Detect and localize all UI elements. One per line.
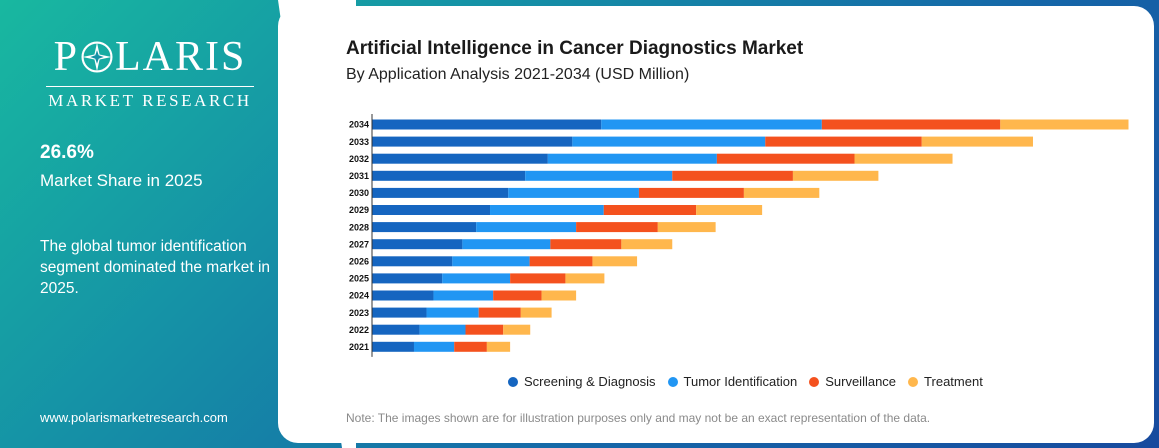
bar-2034-series-2 [821,119,1001,130]
bar-2029-series-1 [490,205,604,215]
legend-dot-icon [667,376,678,387]
bar-2028-series-2 [576,222,658,233]
bar-2034-series-0 [372,119,602,130]
y-tick-label-2026: 2026 [349,257,369,267]
bar-2027-series-2 [550,239,622,250]
bar-2029-series-0 [372,205,491,215]
segment-description: The global tumor identification segment … [40,238,271,297]
left-panel: P LARIS MARKET RESEARCH 26.6% Market Sha… [0,0,300,448]
legend-label: Tumor Identification [683,374,798,389]
y-tick-label-2021: 2021 [349,342,369,352]
bar-2031-series-0 [372,170,526,181]
bar-2024-series-2 [493,290,542,301]
bar-2033-series-2 [765,136,922,147]
legend-label: Screening & Diagnosis [524,374,656,389]
y-tick-label-2027: 2027 [349,239,369,249]
y-tick-label-2025: 2025 [349,274,369,284]
chart-legend: Screening & Diagnosis Tumor Identificatio… [508,374,995,389]
market-share-label: Market Share in 2025 [40,171,203,190]
y-tick-label-2024: 2024 [349,291,369,301]
logo-letters-laris: LARIS [115,34,247,80]
bar-2023-series-3 [520,307,552,318]
legend-dot-icon [908,376,919,387]
bar-2027-series-1 [462,239,551,250]
bar-2021-series-1 [413,341,455,352]
bar-2032-series-1 [547,153,717,164]
bar-2031-series-3 [792,170,879,181]
bar-2023-series-2 [478,307,521,318]
y-tick-label-2023: 2023 [349,308,369,318]
bar-2032-series-3 [854,153,953,164]
bar-2030-series-1 [508,187,639,198]
bar-2026-series-1 [452,256,530,267]
y-tick-label-2034: 2034 [349,120,369,130]
bar-2022-series-2 [465,324,504,335]
bar-2032-series-2 [716,153,855,164]
bar-2032-series-0 [372,153,548,164]
legend-item-2: Surveillance [809,374,896,389]
y-tick-label-2030: 2030 [349,188,369,198]
bar-2021-series-0 [372,341,414,352]
compass-star-icon [81,41,113,73]
bar-2022-series-0 [372,324,420,335]
stacked-bar-chart: 2034 2033 2032 2031 2030 2029 2028 2027 2026 2025… [349,114,1129,357]
bar-2027-series-0 [372,239,463,250]
bar-2028-series-1 [476,222,577,233]
legend-item-1: Tumor Identification [667,374,798,389]
bar-2026-series-2 [529,256,593,267]
legend-label: Treatment [924,374,983,389]
y-tick-label-2029: 2029 [349,205,369,215]
bar-2030-series-0 [372,187,509,198]
bar-2027-series-3 [621,239,673,250]
bar-2025-series-1 [442,273,511,284]
bar-2028-series-3 [657,222,716,233]
bar-2026-series-3 [592,256,638,267]
y-tick-label-2031: 2031 [349,171,369,181]
bar-2023-series-0 [372,307,427,318]
bar-2022-series-1 [419,324,466,335]
bar-2024-series-0 [372,290,434,301]
bar-2031-series-2 [672,170,793,181]
bar-2034-series-3 [1000,119,1129,130]
bar-2025-series-0 [372,273,443,284]
website-link[interactable]: www.polarismarketresearch.com [40,410,228,425]
bar-2023-series-1 [426,307,479,318]
polaris-logo: P LARIS MARKET RESEARCH [40,34,260,111]
y-tick-label-2033: 2033 [349,137,369,147]
logo-divider [46,86,254,87]
bar-2033-series-0 [372,136,573,147]
bar-2025-series-3 [565,273,605,284]
y-tick-label-2028: 2028 [349,222,369,232]
disclaimer-note: Note: The images shown are for illustrat… [346,411,931,425]
logo-letter-p: P [53,34,79,80]
bar-2029-series-3 [696,205,763,215]
y-tick-label-2022: 2022 [349,325,369,335]
bar-2025-series-2 [510,273,566,284]
y-tick-label-2032: 2032 [349,154,369,164]
market-share-value: 26.6% [40,142,94,163]
bar-2030-series-3 [743,187,820,198]
bar-2029-series-2 [603,205,697,215]
bar-2028-series-0 [372,222,477,233]
legend-dot-icon [508,376,518,387]
bar-2021-series-3 [486,341,511,352]
bar-2024-series-1 [433,290,494,301]
bar-2030-series-2 [638,187,744,198]
bar-2031-series-1 [525,170,673,181]
bar-2033-series-1 [572,136,766,147]
bar-2026-series-0 [372,256,453,267]
chart-subtitle: By Application Analysis 2021-2034 (USD M… [346,66,690,83]
logo-wordmark: P LARIS [40,34,260,80]
bar-2033-series-3 [921,136,1033,147]
bar-2034-series-1 [601,119,822,130]
logo-subtitle: MARKET RESEARCH [48,91,252,110]
bar-2024-series-3 [541,290,577,301]
legend-label: Surveillance [825,374,897,389]
legend-item-3: Treatment [908,374,983,389]
bar-2022-series-3 [503,324,531,335]
legend-item-0: Screening & Diagnosis [508,374,656,389]
legend-dot-icon [809,376,820,387]
bar-2021-series-2 [454,341,487,352]
chart-title: Artificial Intelligence in Cancer Diagno… [346,38,804,59]
